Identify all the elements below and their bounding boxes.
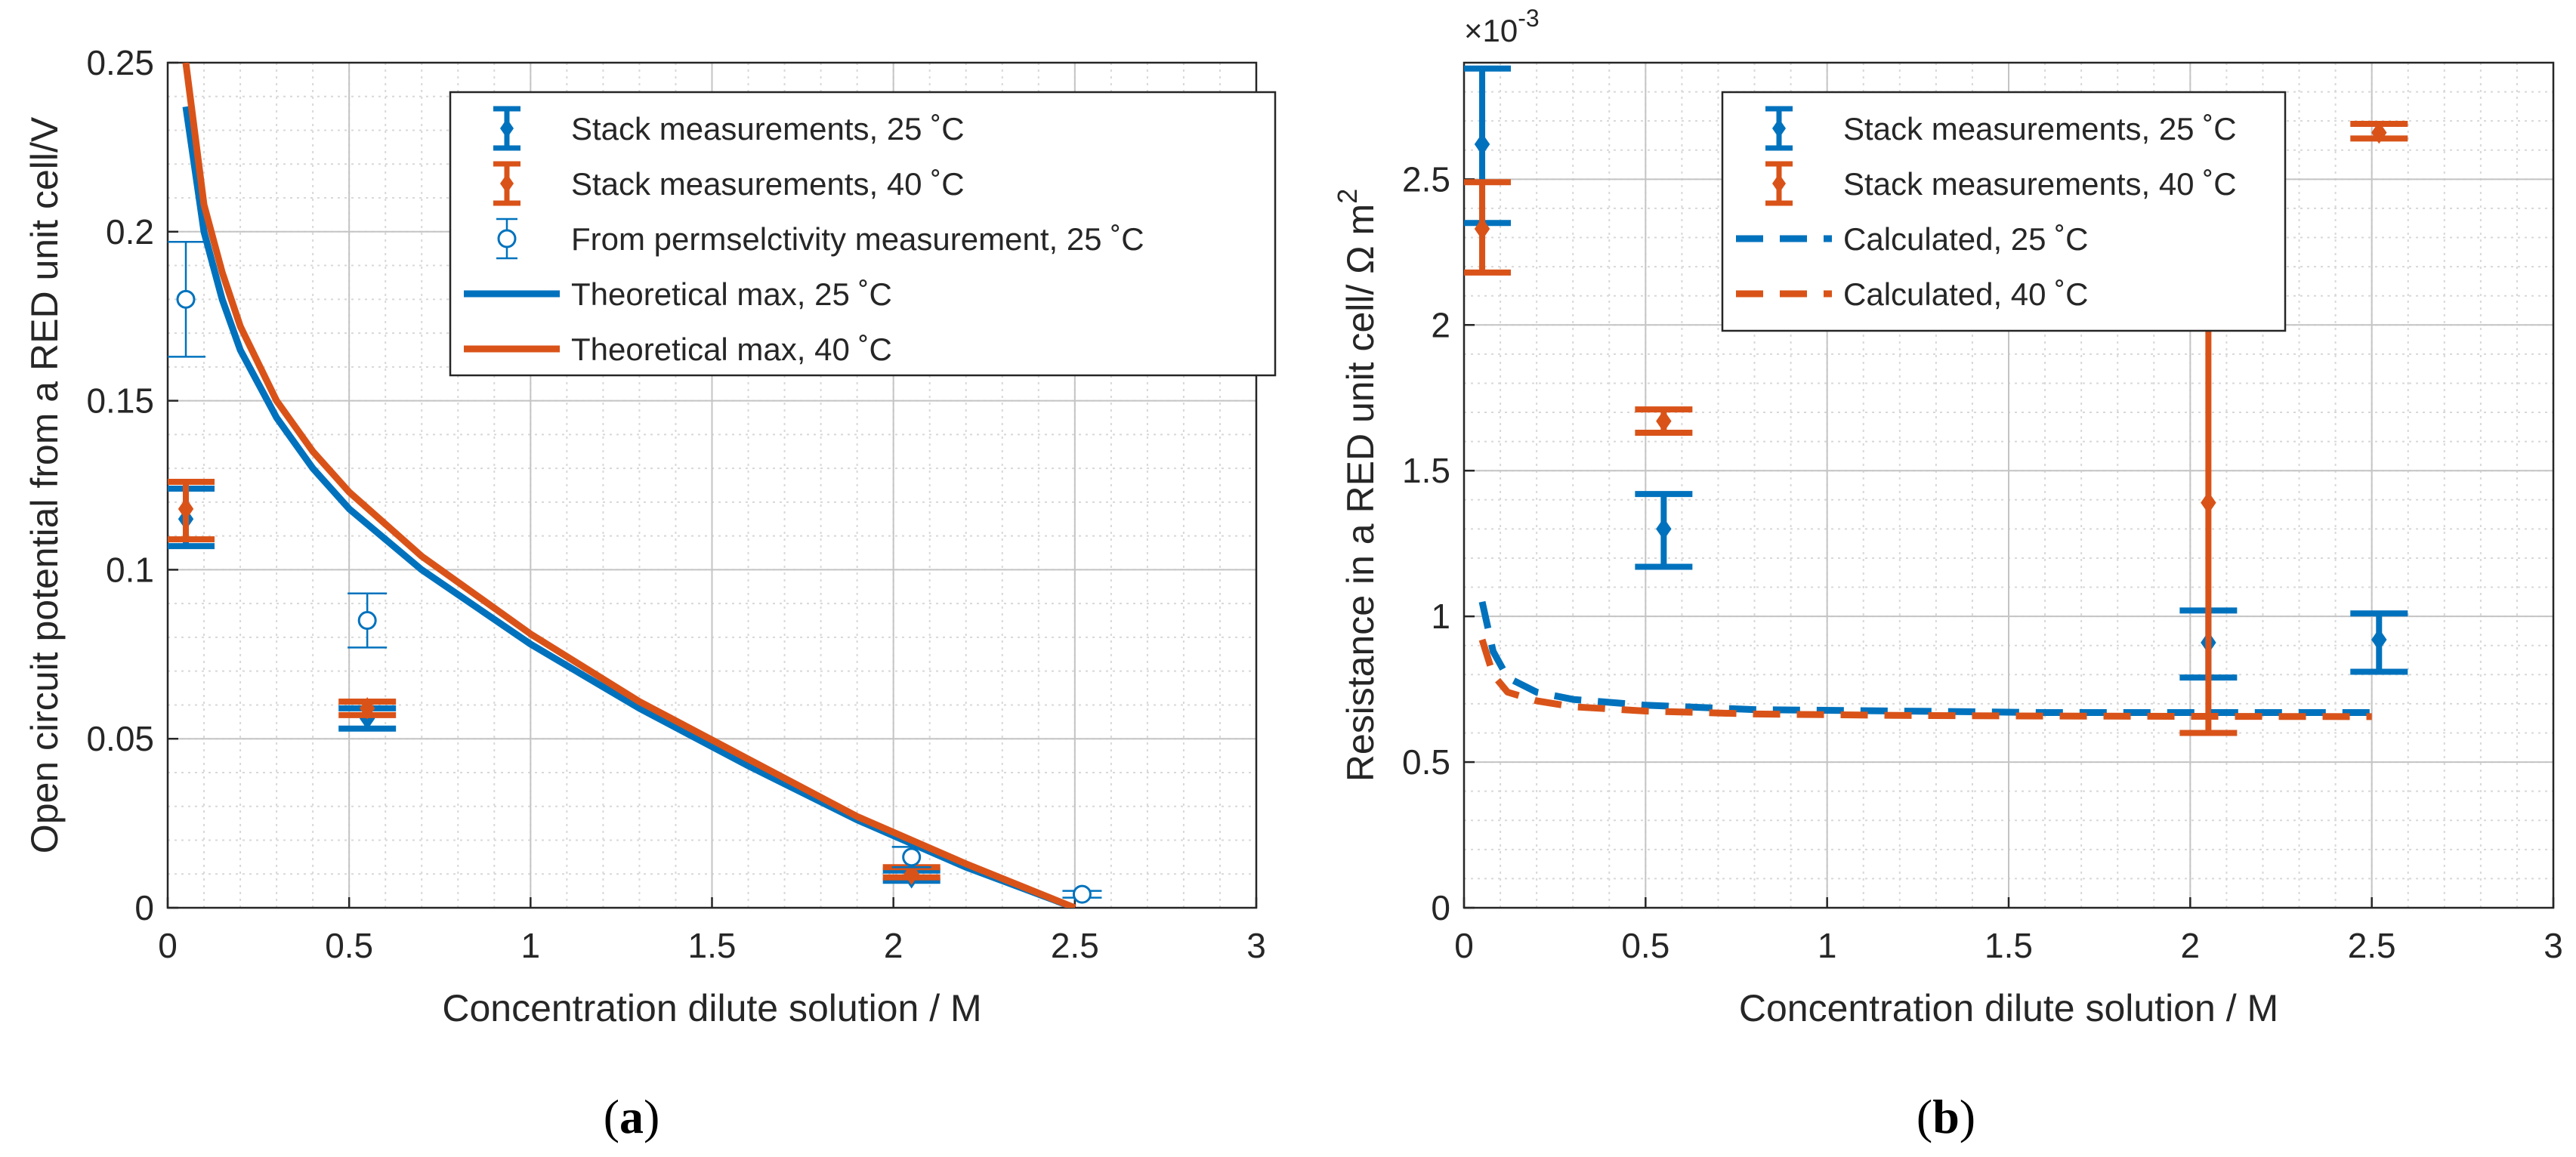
y-axis-label-text: Resistance in a RED unit cell/ Ω m — [1339, 204, 1382, 782]
series-dashed — [1478, 638, 2372, 720]
y-tick-label: 0 — [134, 888, 154, 927]
legend-label: Stack measurements, 40 ˚C — [1843, 166, 2237, 202]
caption-close: ) — [644, 1090, 659, 1143]
legend-item: Theoretical max, 25 ˚C — [464, 276, 892, 312]
series-line — [1478, 638, 2372, 720]
legend: Stack measurements, 25 ˚C Stack measureme… — [449, 91, 1277, 377]
y-axis-label: Resistance in a RED unit cell/ Ω m2 — [1332, 189, 1382, 782]
y-exponent-label: ×10-3 — [1464, 5, 1540, 48]
y-tick-label: 0.05 — [86, 719, 154, 758]
caption-letter: b — [1932, 1090, 1960, 1143]
y-tick-label: 0.15 — [86, 381, 154, 421]
x-tick-label: 2 — [2181, 926, 2201, 965]
legend-item: Calculated, 40 ˚C — [1736, 276, 2089, 312]
series-errorbar — [1464, 65, 2408, 681]
legend-label: Calculated, 25 ˚C — [1843, 221, 2089, 257]
series-line — [182, 63, 1076, 908]
x-tick-label: 0 — [158, 926, 178, 965]
data-point — [902, 847, 922, 867]
x-tick-label: 3 — [2544, 926, 2563, 965]
series-dashed — [1478, 600, 2372, 716]
y-tick-label: 1 — [1431, 597, 1450, 636]
x-tick-label: 0.5 — [1621, 926, 1669, 965]
panel-a: 0 0.5 1 1.5 2 2.5 3 0 0.05 0.1 0.15 0.2 0.25 Concentr… — [23, 43, 1277, 1143]
x-tick-label: 2.5 — [1051, 926, 1099, 965]
legend-item: Theoretical max, 40 ˚C — [464, 332, 892, 367]
legend-swatch-marker — [500, 119, 514, 138]
series-line — [1478, 600, 2372, 716]
legend-box — [1721, 91, 2287, 332]
legend-label: Stack measurements, 40 ˚C — [571, 166, 965, 202]
legend-item: Stack measurements, 25 ˚C — [1765, 106, 2237, 151]
x-tick-label: 1.5 — [1985, 926, 2033, 965]
legend-label: Calculated, 40 ˚C — [1843, 276, 2089, 312]
series-line — [182, 63, 1076, 908]
y-tick-label: 2 — [1431, 305, 1450, 344]
series-errorbar_open — [168, 240, 1102, 904]
data-point — [1072, 884, 1092, 904]
y-tick-label: 0.5 — [1402, 742, 1450, 782]
panel-caption: (b) — [1917, 1090, 1975, 1143]
x-tick-label: 0.5 — [325, 926, 373, 965]
data-point — [2371, 121, 2387, 144]
x-tick-label: 2 — [884, 926, 903, 965]
y-axis-label-text: Open circuit potential from a RED unit c… — [23, 116, 66, 853]
x-tick-label: 1 — [1818, 926, 1837, 965]
legend-swatch-marker — [1772, 174, 1786, 193]
data-point — [1656, 517, 1672, 541]
caption-open: ( — [604, 1090, 619, 1143]
panel-caption: (a) — [604, 1090, 660, 1143]
y-tick-label: 1.5 — [1402, 451, 1450, 490]
caption-close: ) — [1960, 1090, 1975, 1143]
x-tick-label: 1 — [521, 926, 541, 965]
y-tick-label: 0.25 — [86, 43, 154, 82]
data-point — [357, 611, 377, 631]
legend-swatch-marker — [1772, 119, 1786, 138]
y-tick-label: 2.5 — [1402, 159, 1450, 199]
legend-item: Stack measurements, 40 ˚C — [1765, 161, 2237, 206]
legend: Stack measurements, 25 ˚C Stack measureme… — [1721, 91, 2287, 332]
y-tick-label: 0 — [1431, 888, 1450, 927]
data-point — [2371, 628, 2387, 651]
caption-open: ( — [1917, 1090, 1932, 1143]
legend-box — [449, 91, 1277, 377]
data-point — [1474, 133, 1490, 156]
caption-letter: a — [619, 1090, 644, 1143]
x-tick-label: 3 — [1246, 926, 1266, 965]
x-tick-label: 0 — [1454, 926, 1474, 965]
legend-swatch-marker — [500, 174, 514, 193]
legend-item: Calculated, 25 ˚C — [1736, 221, 2089, 257]
y-exponent-value: -3 — [1518, 5, 1539, 32]
y-tick-label: 0.2 — [106, 212, 154, 251]
x-tick-label: 1.5 — [688, 926, 737, 965]
data-point — [178, 498, 194, 520]
legend-label: Theoretical max, 40 ˚C — [571, 332, 892, 367]
data-point — [2201, 491, 2216, 514]
y-axis-label-superscript: 2 — [1332, 189, 1363, 204]
legend-label: Stack measurements, 25 ˚C — [571, 111, 965, 147]
legend-swatch-marker — [497, 229, 517, 248]
y-exponent-prefix: ×10 — [1464, 13, 1518, 48]
legend-label: Stack measurements, 25 ˚C — [1843, 111, 2237, 147]
data-point — [176, 289, 196, 309]
panel-b: 0 0.5 1 1.5 2 2.5 3 0 0.5 1 1.5 2 2.5 Concentration d… — [1332, 5, 2563, 1143]
legend-item: Stack measurements, 25 ˚C — [493, 106, 965, 151]
series-line — [182, 106, 1076, 908]
x-tick-label: 2.5 — [2348, 926, 2396, 965]
data-point — [359, 697, 375, 720]
legend-item: From permselctivity measurement, 25 ˚C — [496, 218, 1144, 260]
y-tick-label: 0.1 — [106, 550, 154, 589]
plot-series — [168, 63, 1102, 908]
x-axis-label: Concentration dilute solution / M — [442, 987, 981, 1029]
legend-label: From permselctivity measurement, 25 ˚C — [571, 221, 1144, 257]
data-point — [1656, 409, 1672, 433]
legend-item: Stack measurements, 40 ˚C — [493, 161, 965, 206]
data-point — [1474, 218, 1490, 240]
y-axis-label: Open circuit potential from a RED unit c… — [23, 116, 66, 853]
x-axis-label: Concentration dilute solution / M — [1739, 987, 2278, 1029]
series-line — [182, 106, 1076, 908]
data-point — [903, 862, 919, 885]
legend-label: Theoretical max, 25 ˚C — [571, 276, 892, 312]
